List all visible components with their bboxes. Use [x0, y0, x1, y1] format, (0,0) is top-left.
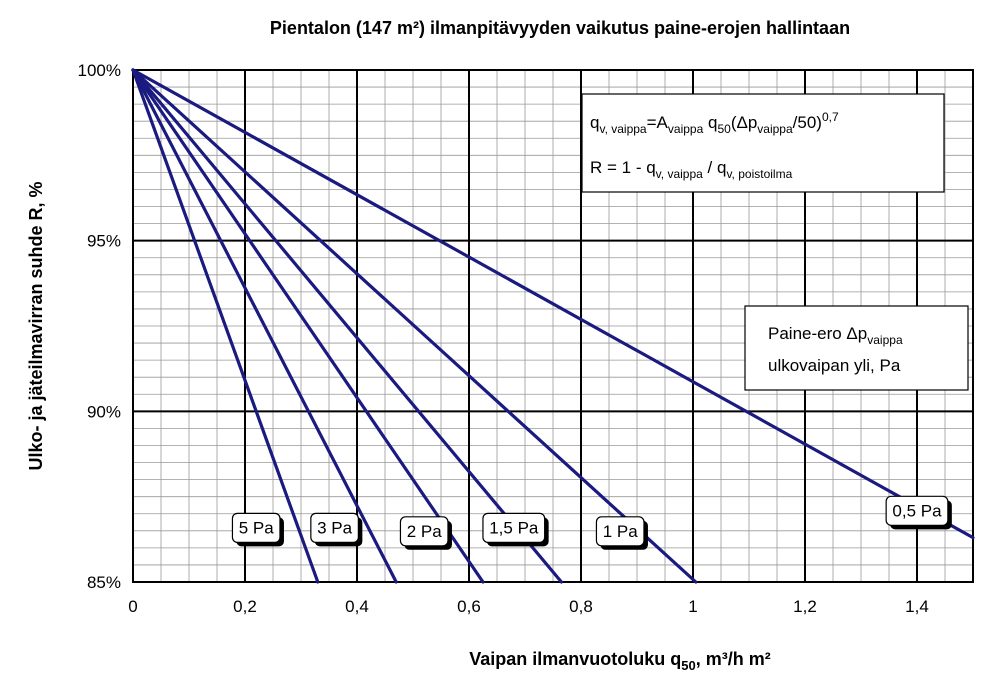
formula-line-2: R = 1 - qv, vaippa / qv, poistoilma — [590, 158, 793, 181]
series-labels: 0,5 Pa 1 Pa 1,5 Pa 2 Pa 3 Pa 5 Pa — [231, 495, 952, 550]
x-tick-label: 0,8 — [569, 597, 593, 616]
series-line — [131, 68, 398, 584]
svg-text:3 Pa: 3 Pa — [317, 518, 353, 537]
x-tick-label: 0 — [128, 597, 137, 616]
y-tick-label: 85% — [87, 573, 121, 592]
series-label: 3 Pa — [310, 512, 363, 547]
series-line — [131, 68, 698, 584]
series-line — [131, 68, 485, 584]
chart-title: Pientalon (147 m²) ilmanpitävyyden vaiku… — [270, 18, 850, 38]
series-label: 1 Pa — [595, 516, 648, 550]
x-tick-labels: 0 0,2 0,4 0,6 0,8 1 1,2 1,4 — [128, 597, 929, 616]
x-tick-label: 0,4 — [345, 597, 369, 616]
x-tick-label: 0,6 — [457, 597, 481, 616]
series-label: 0,5 Pa — [885, 495, 952, 530]
svg-text:5 Pa: 5 Pa — [239, 518, 275, 537]
plot-frame — [132, 69, 974, 583]
x-tick-label: 0,2 — [233, 597, 257, 616]
formula-box: qv, vaippa=Avaippa q50(Δpvaippa/50)0,7 R… — [581, 93, 945, 193]
series-line — [131, 68, 564, 584]
series-lines — [131, 68, 975, 584]
y-tick-label: 90% — [87, 402, 121, 421]
y-tick-label: 95% — [87, 232, 121, 251]
x-axis-title: Vaipan ilmanvuotoluku q50, m³/h m² — [469, 649, 771, 673]
x-tick-label: 1,2 — [793, 597, 817, 616]
svg-text:1 Pa: 1 Pa — [603, 522, 639, 541]
series-line — [131, 68, 320, 584]
series-label: 5 Pa — [231, 512, 284, 547]
svg-text:2 Pa: 2 Pa — [407, 522, 443, 541]
x-tick-label: 1 — [688, 597, 697, 616]
series-label: 1,5 Pa — [482, 512, 549, 547]
series-line — [131, 68, 975, 540]
legend-box: Paine-ero Δpvaippa ulkovaipan yli, Pa — [744, 305, 969, 391]
y-axis-title: Ulko- ja jäteilmavirran suhde R, % — [26, 181, 46, 470]
series-label: 2 Pa — [399, 516, 452, 550]
x-tick-label: 1,4 — [905, 597, 929, 616]
legend-line-1: Paine-ero Δpvaippa — [768, 324, 903, 347]
y-tick-label: 100% — [78, 61, 121, 80]
svg-text:1,5 Pa: 1,5 Pa — [489, 518, 539, 537]
svg-text:0,5 Pa: 0,5 Pa — [892, 501, 942, 520]
legend-line-2: ulkovaipan yli, Pa — [768, 356, 901, 375]
formula-line-1: qv, vaippa=Avaippa q50(Δpvaippa/50)0,7 — [590, 110, 839, 136]
y-tick-labels: 85% 90% 95% 100% — [78, 61, 121, 592]
